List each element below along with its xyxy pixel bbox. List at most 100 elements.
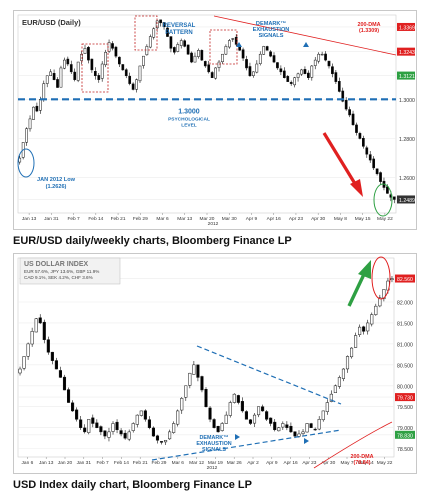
candle-body (172, 423, 176, 433)
y-tick-label: 81.500 (397, 321, 413, 327)
candle-body (354, 335, 358, 348)
candle-body (317, 53, 321, 62)
candle-body (313, 59, 317, 66)
candle-body (351, 113, 355, 126)
candle-body (350, 347, 354, 358)
candle-body (309, 423, 313, 428)
candle-body (337, 81, 341, 92)
candle-body (305, 423, 309, 433)
y-tick-label: 78.830 (397, 433, 413, 439)
candle-body (151, 427, 155, 437)
y-tick-label: 81.000 (397, 342, 413, 348)
candle-body (248, 419, 253, 424)
candle-body (337, 377, 341, 387)
y-tick-label: 79.000 (397, 426, 413, 432)
candle-body (183, 40, 187, 47)
candle-body (166, 27, 169, 37)
y-tick-label: 1.3243 (399, 50, 415, 56)
candle-body (42, 321, 46, 340)
candle-body (325, 402, 329, 412)
x-tick-label: May 8 (334, 216, 347, 222)
demark-label-3: SIGNALS (259, 33, 284, 39)
x-tick-label: Mar 13 (177, 216, 192, 222)
chart-title: EUR/USD (Daily) (22, 18, 81, 27)
candle-body (348, 109, 351, 116)
demark-label-1: DEMARK™ (199, 435, 228, 441)
candle-body (245, 59, 248, 69)
candle-body (282, 70, 286, 78)
x-tick-label: Jan 31 (44, 216, 59, 222)
candle-body (56, 79, 59, 88)
candle-body (79, 419, 83, 428)
candle-body (252, 414, 257, 424)
candle-body (255, 63, 259, 73)
chart-title: US DOLLAR INDEX (24, 261, 89, 268)
down-arrow-icon (350, 179, 363, 197)
candle-body (159, 441, 164, 443)
candle-body (241, 49, 245, 59)
candle-body (63, 59, 66, 69)
candle-body (97, 75, 101, 80)
candle-body (345, 356, 350, 370)
y-tick-label: 80.000 (397, 384, 413, 390)
candle-body (123, 432, 127, 439)
candle-body (221, 53, 224, 63)
x-tick-label: Jan 6 (22, 460, 34, 466)
y-tick-label: 1.2489 (399, 198, 415, 204)
y-tick-label: 82.000 (397, 300, 413, 306)
y-tick-label: 80.500 (397, 363, 413, 369)
candle-body (232, 393, 236, 403)
reversal-box (134, 15, 158, 51)
candle-body (91, 417, 95, 424)
candle-body (87, 419, 91, 433)
jan-low-label: JAN 2012 Low (37, 177, 76, 183)
candle-body (162, 22, 166, 28)
candle-body (124, 69, 128, 77)
candle-body (273, 421, 277, 431)
x-tick-label: Mar 6 (156, 216, 169, 222)
candle-body (269, 51, 272, 57)
demark-label-1: DEMARK™ (256, 21, 286, 27)
candle-body (184, 385, 188, 398)
candle-body (220, 423, 224, 431)
candle-body (197, 50, 200, 57)
candle-body (379, 172, 382, 182)
candle-body (30, 331, 34, 345)
x-tick-label: Apr 30 (311, 216, 325, 222)
candle-body (375, 168, 379, 175)
candle-body (289, 425, 293, 433)
candle-body (58, 370, 62, 378)
x-tick-label: Jan 31 (77, 460, 92, 466)
candle-body (69, 64, 73, 73)
legend-line-1: EUR 57.6%, JPY 13.6%, GBP 11.9% (24, 269, 99, 274)
candle-body (344, 99, 348, 110)
candle-body (362, 326, 366, 332)
x-tick-label: May 7 (340, 460, 353, 466)
candle-body (121, 64, 125, 71)
up-arrow-shaft (347, 269, 368, 307)
y-tick-label: 1.3369 (399, 25, 415, 31)
y-tick-label: 79.730 (397, 396, 413, 402)
candle-body (321, 410, 325, 421)
candle-body (310, 65, 314, 78)
x-tick-label: Jan 20 (58, 460, 73, 466)
candle-body (208, 407, 212, 420)
candle-body (252, 71, 255, 76)
demark-label-2: EXHAUSTION (196, 441, 231, 447)
candle-body (368, 154, 372, 161)
candle-body (289, 82, 293, 84)
candle-body (204, 389, 208, 407)
candle-body (142, 55, 145, 66)
candle-body (138, 65, 142, 82)
candle-body (38, 99, 42, 111)
candle-body (131, 423, 135, 431)
candle-body (164, 439, 168, 443)
candle-body (104, 51, 107, 66)
legend-line-2: CAD 9.1%, SEK 4.2%, CHF 3.6% (24, 275, 93, 280)
candle-body (143, 410, 147, 420)
candle-body (25, 128, 28, 143)
candle-body (313, 428, 317, 431)
candle-body (155, 435, 160, 441)
candle-body (214, 67, 217, 79)
x-tick-label: Mar 20 (200, 216, 215, 222)
